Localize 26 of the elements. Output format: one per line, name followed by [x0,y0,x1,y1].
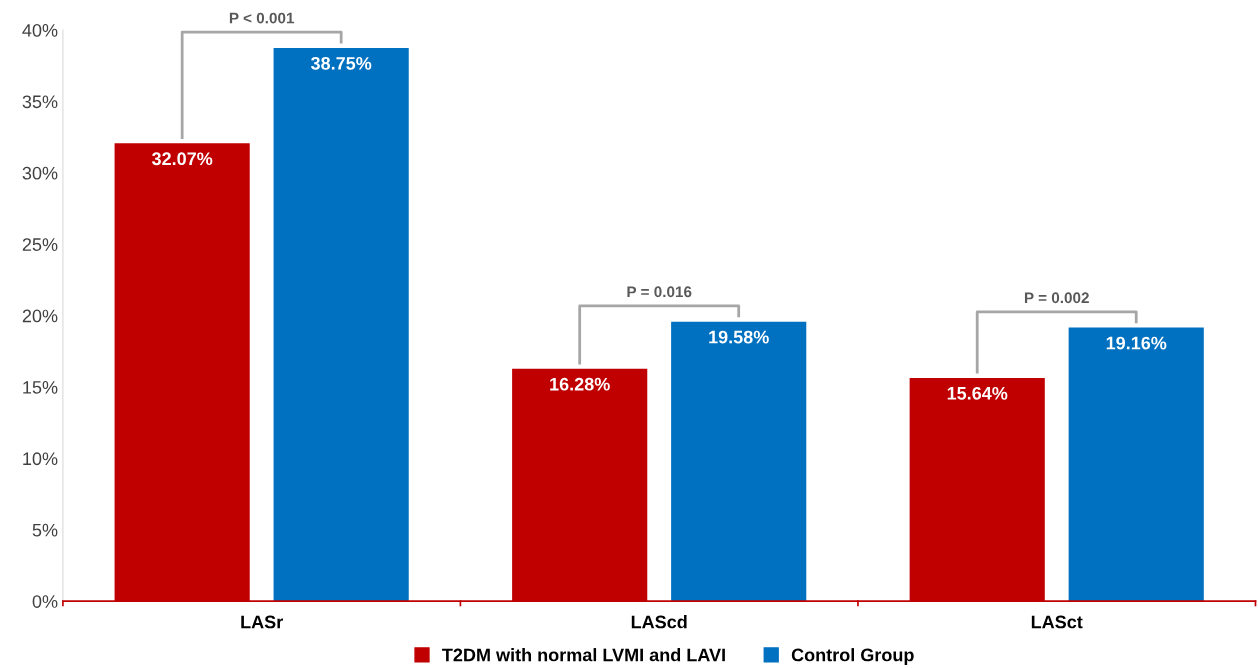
data-label: 32.07% [151,152,213,166]
x-tick-label: LAScd [631,615,687,629]
y-tick-label: 0% [32,595,58,608]
y-tick-label: 10% [23,452,58,466]
legend-label: Control Group [791,648,914,665]
y-tick-label: 30% [22,166,58,180]
y-tick-label: 15% [23,381,58,394]
data-label: 38.75% [310,56,372,70]
y-tick-label: 40% [22,23,58,37]
y-tick-label: 35% [22,95,58,109]
bar [1068,327,1204,602]
data-label: 16.28% [550,377,610,391]
bar [273,47,409,602]
legend-label: T2DM with normal LVMI and LAVI [442,648,725,662]
x-tick-label: LASct [1031,615,1083,629]
y-tick-label: 5% [32,523,58,537]
y-tick-label: 20% [22,309,58,323]
data-label: 19.16% [1106,336,1167,350]
data-label: 15.64% [947,386,1008,400]
annotation: P = 0.002 [1024,292,1089,304]
text: P < 0.001 [229,12,295,24]
bar [671,321,807,602]
data-label: 19.58% [709,330,769,344]
annotation: P = 0.016 [627,286,692,298]
y-tick-label: 25% [22,238,58,251]
x-tick-label: LASr [241,615,283,629]
